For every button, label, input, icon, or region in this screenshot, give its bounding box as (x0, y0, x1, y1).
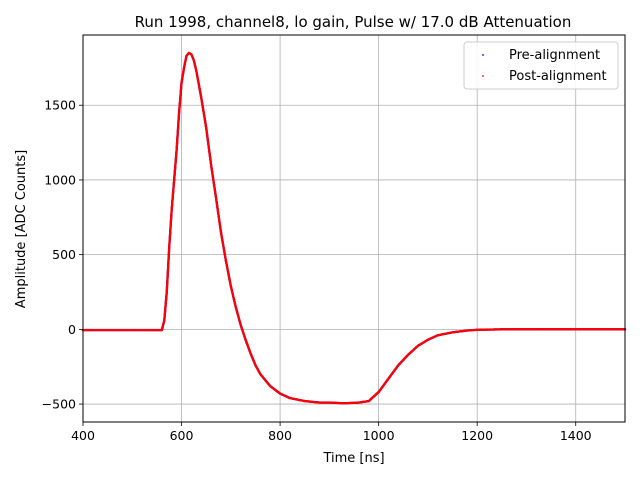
x-tick-label: 800 (268, 428, 292, 443)
legend-label-post-alignment: Post-alignment (509, 69, 607, 84)
legend-frame (463, 41, 619, 90)
y-tick-label: 1500 (44, 98, 76, 113)
x-tick-label: 1000 (363, 428, 395, 443)
series-pre-alignment (81, 51, 627, 405)
y-tick-label: 500 (52, 247, 76, 262)
legend-label-pre-alignment: Pre-alignment (509, 48, 600, 63)
y-tick-label: 1000 (44, 172, 76, 187)
axis-ticks: 400 600 800 1000 1200 1400 −500 0 500 1000 1500 (42, 98, 592, 443)
legend-marker-post-alignment (482, 75, 484, 77)
x-axis-title: Time [ns] (322, 451, 384, 466)
chart-title: Run 1998, channel8, lo gain, Pulse w/ 17… (135, 13, 572, 31)
series-post-alignment (81, 51, 627, 405)
plot-frame (82, 34, 626, 423)
legend: Pre-alignment Post-alignment (463, 41, 619, 90)
grid (82, 35, 625, 422)
x-tick-label: 1200 (461, 428, 493, 443)
y-tick-label: −500 (42, 397, 76, 412)
legend-marker-pre-alignment (482, 54, 484, 56)
plot-area (81, 51, 627, 405)
x-tick-label: 400 (71, 428, 95, 443)
y-tick-label: 0 (68, 322, 76, 337)
y-axis-title: Amplitude [ADC Counts] (14, 150, 29, 308)
x-tick-label: 600 (170, 428, 194, 443)
x-tick-label: 1400 (560, 428, 592, 443)
